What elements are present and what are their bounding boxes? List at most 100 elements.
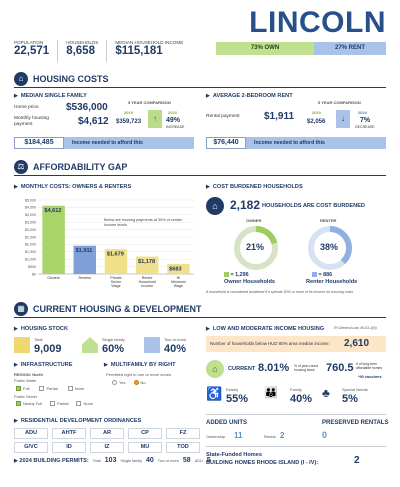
- owner-caption: Owner Households: [224, 279, 275, 285]
- affordability-header: ⚖ AFFORDABILITY GAP: [14, 160, 386, 176]
- state-funded-value: 2: [354, 455, 360, 466]
- burdened-label: HOUSEHOLDS ARE COST BURDENED: [262, 203, 365, 209]
- cost-burdened-subtitle: ▶ COST BURDENED HOUSEHOLDS: [206, 184, 303, 190]
- multifamily-options: Yes No: [112, 380, 146, 386]
- permits-total-label: Total: [92, 459, 101, 463]
- ownership-label: Ownership: [206, 434, 226, 439]
- y-tick-label: $1,000: [25, 258, 36, 262]
- total-value: 9,009: [34, 343, 62, 355]
- total-homes-icon: [14, 337, 30, 353]
- single-family-subtitle: ▶ MEDIAN SINGLE FAMILY: [14, 93, 87, 99]
- special-label: Special Needs: [342, 387, 368, 392]
- rent-afford-value: $76,440: [206, 137, 246, 149]
- family-value: 40%: [290, 393, 313, 405]
- elderly-value: 55%: [226, 393, 249, 405]
- checkbox-icon: [16, 401, 21, 407]
- city-title: LINCOLN: [249, 6, 386, 39]
- rent-value-a: $2,056: [307, 119, 326, 125]
- category-label: Owners: [47, 276, 60, 280]
- sewer-label: Public Sewer: [14, 394, 38, 399]
- multifamily-no: No: [133, 380, 146, 386]
- chart-bar: [104, 249, 128, 274]
- radio-icon: [112, 380, 117, 386]
- bar-value-label: $1,178: [138, 259, 155, 265]
- water-label: Public Water: [14, 378, 37, 383]
- up-arrow-icon: ↑: [148, 110, 162, 128]
- category-label: Wage: [174, 284, 183, 288]
- category-label: RI: [177, 276, 181, 280]
- burdened-total: 2,182: [230, 198, 261, 212]
- category-label: Sector: [111, 280, 122, 284]
- rental-payment-value: $1,911: [264, 111, 295, 122]
- lmi-below-box: Number of households below HUD 80% area …: [206, 336, 386, 352]
- lmi-source: RI General Law 45-53-3(9): [334, 326, 377, 330]
- triangle-icon: ▶: [206, 93, 210, 99]
- permits-two-label: Two or more: [157, 459, 179, 463]
- rental-value: 2: [280, 431, 285, 440]
- multi-family-icon: [144, 337, 160, 353]
- single-label: Single family: [102, 337, 125, 342]
- triangle-icon: ▶: [14, 362, 18, 368]
- category-label: Minimum: [171, 280, 186, 284]
- permits-adu: 5: [206, 457, 211, 464]
- rent-afford-bar: $76,440 Income needed to afford this: [206, 137, 386, 149]
- region-label: REGION: North: [14, 372, 43, 377]
- affordability-title: AFFORDABILITY GAP: [33, 162, 128, 172]
- triangle-icon: ▶: [206, 326, 210, 332]
- vouchers: *90 vouchers: [358, 375, 382, 379]
- sf-afford-label: Income needed to afford this: [64, 137, 194, 149]
- ordinance-tile: CP: [128, 428, 162, 439]
- permits-single-label: Single family: [120, 459, 142, 463]
- ordinance-tile: IZ: [90, 442, 124, 453]
- y-tick-label: $3,500: [25, 221, 36, 225]
- rent-share-bar: 27% RENT: [314, 42, 386, 55]
- state-funded-label: State-Funded Homes: [206, 452, 262, 458]
- ownership-value: 11: [234, 431, 243, 440]
- households-value: 8,658: [66, 45, 95, 57]
- renter-swatch: [312, 272, 317, 278]
- triangle-icon: ▶: [14, 93, 18, 99]
- chart-note: Below are housing payments at 30% of cer…: [104, 218, 183, 227]
- housing-stock-subtitle: ▶ HOUSING STOCK: [14, 326, 68, 332]
- two-value: 40%: [164, 343, 187, 355]
- water-option-none: None: [67, 386, 84, 392]
- water-options: Full Partial None: [16, 386, 84, 392]
- chart-bar: [135, 256, 159, 274]
- current-pct: 8.01%: [258, 362, 290, 374]
- category-label: Wage: [111, 284, 120, 288]
- single-value: 60%: [102, 343, 125, 355]
- monthly-costs-subtitle: ▶ MONTHLY COSTS: OWNERS & RENTERS: [14, 184, 132, 190]
- housing-costs-header: ⌂ HOUSING COSTS: [14, 72, 386, 88]
- population-value: 22,571: [14, 45, 50, 57]
- multifamily-yes: Yes: [112, 380, 126, 386]
- triangle-icon: ▶: [104, 362, 108, 368]
- rent-year-b: 2024: [358, 110, 367, 115]
- owner-donut: [234, 226, 278, 270]
- bar-value-label: $4,612: [44, 208, 61, 214]
- chart-bar: [42, 205, 65, 274]
- ordinance-grid: ADU AHTF AR CP FZ G/VC ID IZ MU TOD: [14, 428, 200, 453]
- permits-two: 58: [182, 457, 191, 464]
- households-kpi: HOUSEHOLDS 8,658: [66, 40, 108, 62]
- category-label: Household: [139, 280, 156, 284]
- triangle-icon: ▶: [14, 184, 18, 190]
- renter-count-row: = 886: [312, 272, 332, 278]
- owner-label: OWNER: [246, 218, 262, 223]
- y-tick-label: $4,500: [25, 206, 36, 210]
- bar-value-label: $1,911: [76, 248, 93, 254]
- elderly-icon: ♿: [206, 386, 223, 401]
- checkbox-icon: [50, 401, 56, 407]
- bar-value-label: $1,679: [107, 252, 124, 258]
- sewer-option-none: None: [76, 401, 93, 407]
- ordinances-subtitle: ▶ RESIDENTIAL DEVELOPMENT ORDINANCES: [14, 418, 142, 424]
- radio-icon: [133, 380, 139, 386]
- y-tick-label: $1,500: [25, 250, 36, 254]
- monthly-payment-value: $4,612: [78, 116, 109, 127]
- renter-count: = 886: [318, 272, 333, 278]
- renter-label: RENTER: [320, 218, 337, 223]
- triangle-icon: ▶: [14, 418, 18, 424]
- sewer-option-partial: Partial: [50, 401, 68, 407]
- lmi-below-label: Number of households below HUD 80% area …: [210, 341, 330, 346]
- two-label: Two or more: [164, 337, 187, 342]
- population-label: POPULATION: [14, 40, 44, 45]
